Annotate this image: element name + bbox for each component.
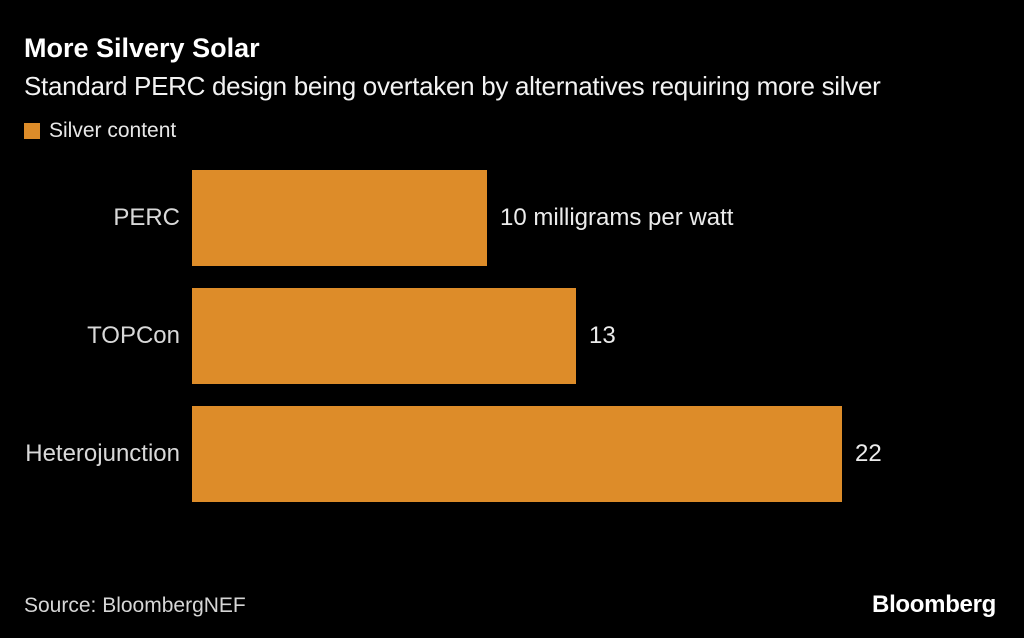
legend-swatch-icon bbox=[24, 123, 40, 139]
bar bbox=[192, 170, 487, 266]
legend: Silver content bbox=[24, 119, 176, 143]
bar-chart: PERC 10 milligrams per watt TOPCon 13 Hetero… bbox=[0, 170, 1024, 502]
bloomberg-logo: Bloomberg bbox=[872, 591, 996, 618]
bar-row: Heterojunction 22 bbox=[0, 406, 1024, 502]
bar-track: 13 bbox=[192, 288, 1024, 384]
value-label: 22 bbox=[855, 440, 882, 467]
source-text: Source: BloombergNEF bbox=[24, 594, 246, 617]
legend-label: Silver content bbox=[49, 119, 177, 142]
bar bbox=[192, 288, 576, 384]
value-label: 13 bbox=[589, 322, 616, 349]
bar-track: 10 milligrams per watt bbox=[192, 170, 1024, 266]
category-label: Heterojunction bbox=[25, 440, 180, 467]
bar bbox=[192, 406, 842, 502]
chart-footer: Source: BloombergNEF Bloomberg bbox=[24, 591, 996, 619]
chart-subtitle: Standard PERC design being overtaken by … bbox=[24, 71, 881, 101]
bar-track: 22 bbox=[192, 406, 1024, 502]
value-label: 10 milligrams per watt bbox=[500, 204, 734, 231]
chart-title: More Silvery Solar bbox=[24, 33, 260, 63]
bar-row: TOPCon 13 bbox=[0, 288, 1024, 384]
category-label: PERC bbox=[113, 204, 180, 231]
category-label: TOPCon bbox=[87, 322, 180, 349]
bar-row: PERC 10 milligrams per watt bbox=[0, 170, 1024, 266]
